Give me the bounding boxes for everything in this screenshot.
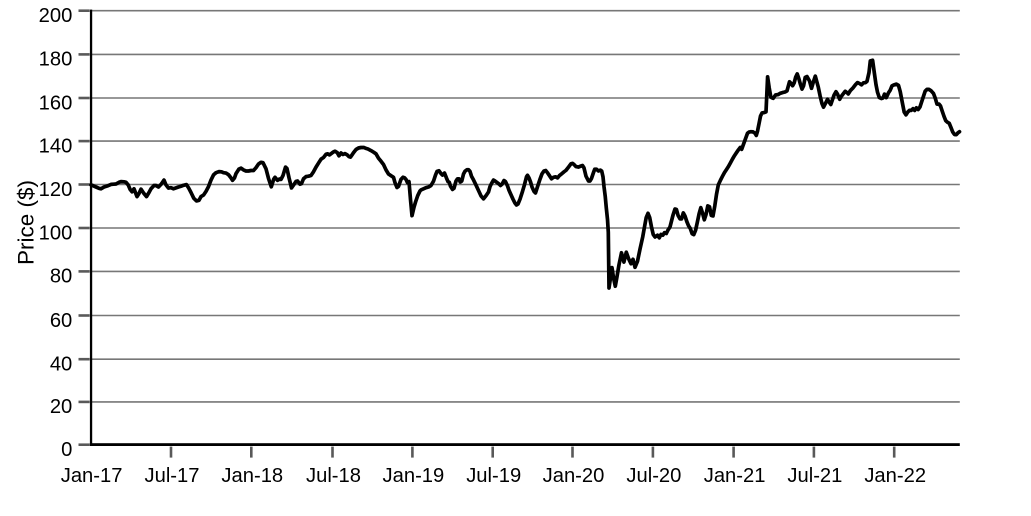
svg-text:180: 180 (39, 49, 73, 71)
svg-text:Jan-22: Jan-22 (864, 465, 926, 487)
svg-text:Jan-17: Jan-17 (61, 465, 123, 487)
svg-text:40: 40 (50, 354, 72, 376)
svg-text:Jul-19: Jul-19 (466, 465, 521, 487)
svg-text:80: 80 (50, 266, 72, 288)
svg-text:Jan-20: Jan-20 (543, 465, 605, 487)
svg-text:20: 20 (50, 396, 72, 418)
svg-text:Jan-21: Jan-21 (704, 465, 766, 487)
svg-text:0: 0 (61, 439, 72, 461)
svg-text:160: 160 (39, 92, 73, 114)
svg-text:200: 200 (39, 5, 73, 27)
svg-text:Jul-18: Jul-18 (306, 465, 361, 487)
svg-text:100: 100 (39, 222, 73, 244)
svg-text:120: 120 (39, 179, 73, 201)
svg-text:60: 60 (50, 310, 72, 332)
svg-text:Jul-17: Jul-17 (145, 465, 200, 487)
svg-text:Jan-19: Jan-19 (383, 465, 445, 487)
svg-text:Jul-21: Jul-21 (787, 465, 842, 487)
svg-text:Jul-20: Jul-20 (626, 465, 681, 487)
svg-text:Jan-18: Jan-18 (221, 465, 283, 487)
svg-text:140: 140 (39, 135, 73, 157)
svg-text:Price ($): Price ($) (14, 180, 39, 265)
